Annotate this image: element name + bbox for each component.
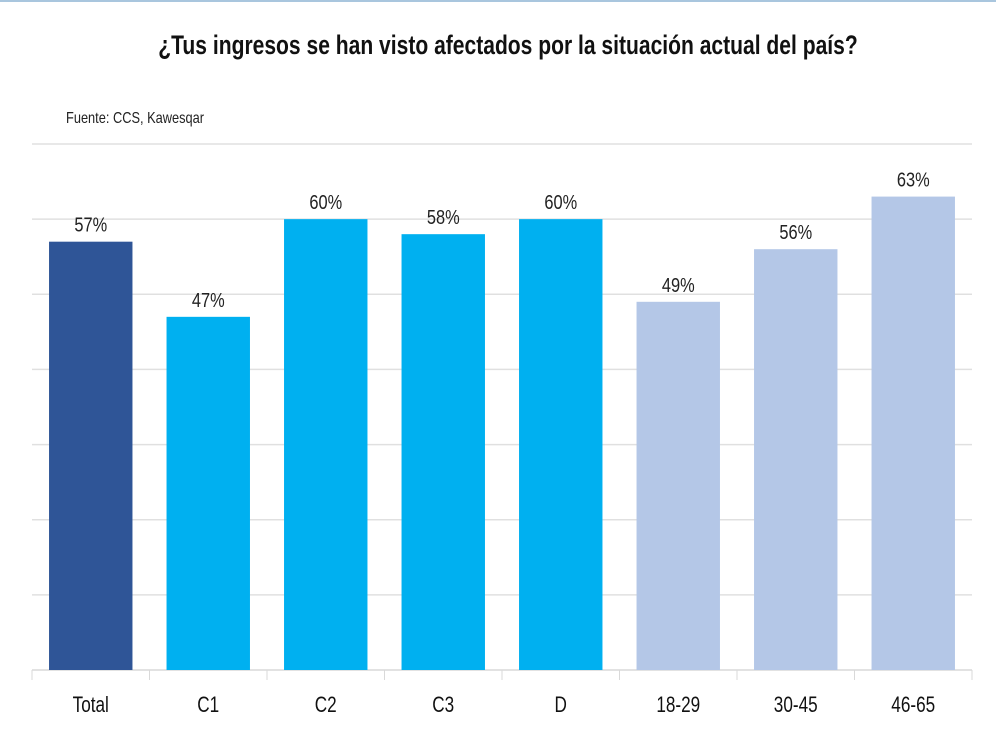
bar-46-65 (871, 196, 955, 670)
bar-30-45 (754, 249, 838, 670)
data-label: 58% (427, 206, 460, 229)
data-label: 60% (544, 191, 577, 214)
chart-source: Fuente: CCS, Kawesqar (66, 110, 205, 127)
data-label: 63% (897, 168, 930, 191)
bar-c3 (401, 234, 485, 670)
bar-c1 (166, 316, 250, 670)
x-tick-label: C3 (432, 693, 454, 718)
x-tick-label: 18-29 (656, 693, 700, 718)
x-tick-label: 30-45 (774, 693, 818, 718)
data-label: 47% (192, 288, 225, 311)
data-label: 57% (74, 213, 107, 236)
bar-d (519, 219, 603, 670)
x-tick-label: 46-65 (891, 693, 935, 718)
x-tick-label: C2 (315, 693, 337, 718)
x-tick-label: C1 (197, 693, 219, 718)
data-label: 56% (779, 221, 812, 244)
bar-18-29 (636, 301, 720, 670)
x-tick-label: Total (73, 693, 109, 718)
data-label: 60% (309, 191, 342, 214)
bar-c2 (284, 219, 368, 670)
top-border (0, 0, 996, 2)
bar-total (49, 241, 133, 670)
chart-title: ¿Tus ingresos se han visto afectados por… (158, 30, 858, 60)
x-tick-label: D (555, 693, 567, 718)
data-label: 49% (662, 273, 695, 296)
